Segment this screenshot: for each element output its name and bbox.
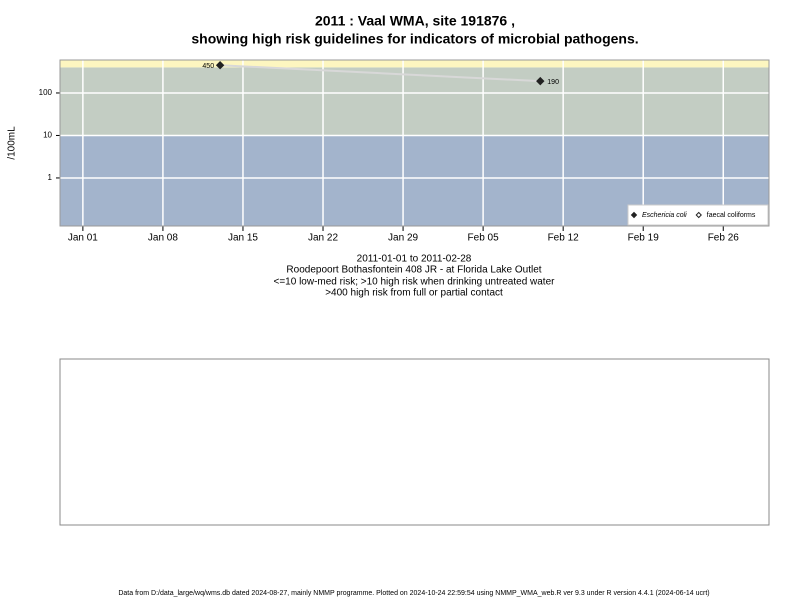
legend-label: Eschericia coli (642, 212, 687, 219)
empty-panel (59, 358, 770, 526)
y-axis-label: /100mL (7, 126, 18, 160)
note: >400 high risk from full or partial cont… (325, 288, 503, 299)
x-tick-label: Feb 12 (548, 233, 580, 244)
x-tick-label: Jan 29 (388, 233, 418, 244)
x-tick-label: Jan 22 (308, 233, 338, 244)
footer: Data from D:/data_large/wq/wms.db dated … (118, 590, 709, 597)
x-tick-label: Jan 15 (228, 233, 258, 244)
data-label: 190 (547, 79, 559, 86)
chart-subtitle: showing high risk guidelines for indicat… (191, 31, 638, 47)
legend-marker (695, 211, 702, 219)
data-point (215, 61, 225, 70)
x-tick-label: Jan 08 (148, 233, 178, 244)
note: 2011-01-01 to 2011-02-28 (357, 254, 472, 265)
x-tick-label: Jan 01 (68, 233, 98, 244)
legend-label: faecal coliforms (707, 212, 756, 219)
x-tick-label: Feb 19 (628, 233, 660, 244)
data-point (536, 76, 545, 86)
risk-band (60, 60, 769, 68)
legend-marker (630, 211, 638, 219)
data-label: 450 (202, 63, 214, 70)
x-tick-label: Feb 26 (708, 233, 740, 244)
note: Roodepoort Bothasfontein 408 JR - at Flo… (286, 265, 541, 276)
y-tick-label: 100 (39, 88, 53, 97)
note: <=10 low-med risk; >10 high risk when dr… (274, 277, 556, 288)
plot-frame (59, 59, 770, 227)
chart-title: 2011 : Vaal WMA, site 191876 , (315, 13, 515, 29)
y-tick-label: 10 (43, 131, 52, 140)
y-tick-label: 1 (48, 173, 53, 182)
series-line (220, 64, 541, 83)
x-tick-label: Feb 05 (468, 233, 500, 244)
risk-band (60, 67, 769, 136)
